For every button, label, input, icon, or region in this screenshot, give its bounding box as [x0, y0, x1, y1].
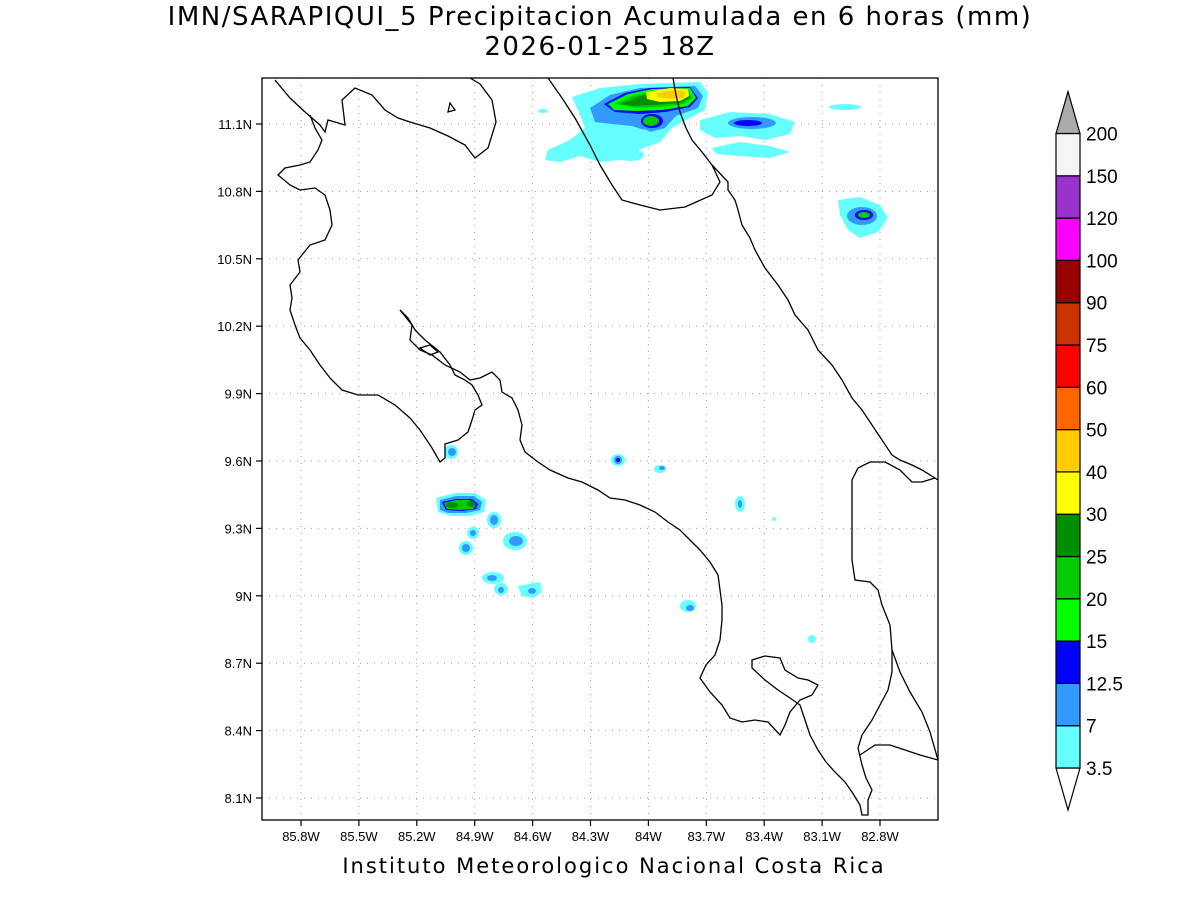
colorbar-swatch [1055, 471, 1081, 515]
colorbar-level-label: 15 [1086, 632, 1107, 653]
precip-cell-north-border [538, 82, 708, 162]
longitude-tick-label: 84.9W [456, 829, 494, 844]
precip-cells-central [611, 454, 816, 643]
map-datetime: 2026-01-25 18Z [484, 32, 716, 62]
colorbar-swatch [1055, 344, 1081, 388]
longitude-axis: 85.8W 85.5W 85.2W 84.9W 84.6W 84.3W 84W 83.7W 83… [282, 820, 900, 844]
latitude-tick-label: 9.3N [225, 521, 252, 536]
colorbar-swatch [1055, 386, 1081, 431]
latitude-axis: 11.1N 10.8N 10.5N 10.2N 9.9N 9.6N 9.3N 9N 8.7N 8.… [217, 117, 262, 806]
colorbar-swatch [1055, 217, 1081, 262]
colorbar-swatch [1055, 598, 1081, 642]
colorbar-swatch [1055, 302, 1081, 346]
map-grid [262, 78, 938, 820]
colorbar-swatch [1055, 725, 1081, 769]
longitude-tick-label: 83.4W [745, 829, 783, 844]
colorbar-level-label: 50 [1086, 421, 1107, 442]
coastline-border-lines [274, 78, 938, 816]
longitude-tick-label: 85.5W [340, 829, 378, 844]
colorbar-swatch [1055, 555, 1081, 600]
colorbar-level-label: 75 [1086, 336, 1107, 357]
colorbar-swatch [1055, 175, 1081, 219]
colorbar-swatch [1055, 513, 1081, 558]
precip-cell-caribbean [838, 197, 888, 238]
longitude-tick-label: 82.8W [861, 829, 899, 844]
colorbar-level-label: 3.5 [1086, 759, 1112, 780]
colorbar-max-arrow [1055, 89, 1081, 135]
longitude-tick-label: 83.1W [803, 829, 841, 844]
longitude-tick-label: 85.2W [398, 829, 436, 844]
latitude-tick-label: 9.9N [225, 387, 252, 402]
colorbar-level-label: 90 [1086, 294, 1107, 315]
colorbar-level-label: 20 [1086, 590, 1107, 611]
colorbar-level-label: 60 [1086, 378, 1107, 399]
latitude-tick-label: 10.8N [217, 184, 252, 199]
latitude-tick-label: 11.1N [218, 117, 252, 132]
latitude-tick-label: 10.5N [217, 252, 252, 267]
precipitation-colorbar: 3.5 7 12.5 15 20 25 30 40 50 60 75 90 100 120 150 200 [1055, 89, 1123, 813]
colorbar-level-label: 30 [1086, 505, 1107, 526]
latitude-tick-label: 8.7N [225, 656, 252, 671]
colorbar-level-label: 100 [1086, 251, 1118, 272]
longitude-tick-label: 84W [635, 829, 662, 844]
institution-credit: Instituto Meteorologico Nacional Costa R… [342, 854, 886, 878]
colorbar-swatch [1055, 259, 1081, 304]
map-frame [261, 77, 939, 821]
colorbar-swatch [1055, 429, 1081, 473]
colorbar-swatch [1055, 132, 1081, 177]
precip-cells-pacific [436, 445, 542, 598]
longitude-tick-label: 84.6W [514, 829, 552, 844]
longitude-tick-label: 83.7W [688, 829, 726, 844]
longitude-tick-label: 85.8W [282, 829, 320, 844]
latitude-tick-label: 10.2N [217, 319, 252, 334]
longitude-tick-label: 84.3W [572, 829, 610, 844]
colorbar-level-label: 200 [1086, 125, 1118, 146]
colorbar-min-arrow [1055, 767, 1081, 813]
colorbar-level-label: 25 [1086, 548, 1107, 569]
colorbar-swatch [1055, 682, 1081, 727]
precipitation-field [436, 82, 888, 643]
colorbar-level-label: 120 [1086, 209, 1118, 230]
precip-cell-northeast [700, 104, 861, 158]
colorbar-level-label: 150 [1086, 167, 1118, 188]
colorbar-level-label: 40 [1086, 463, 1107, 484]
latitude-tick-label: 8.1N [225, 791, 252, 806]
colorbar-level-label: 12.5 [1086, 674, 1123, 695]
latitude-tick-label: 9.6N [225, 454, 252, 469]
latitude-tick-label: 8.4N [225, 724, 252, 739]
map-title: IMN/SARAPIQUI_5 Precipitacion Acumulada … [167, 2, 1033, 32]
latitude-tick-label: 9N [235, 589, 252, 604]
colorbar-level-label: 7 [1086, 717, 1097, 738]
colorbar-swatch [1055, 640, 1081, 684]
